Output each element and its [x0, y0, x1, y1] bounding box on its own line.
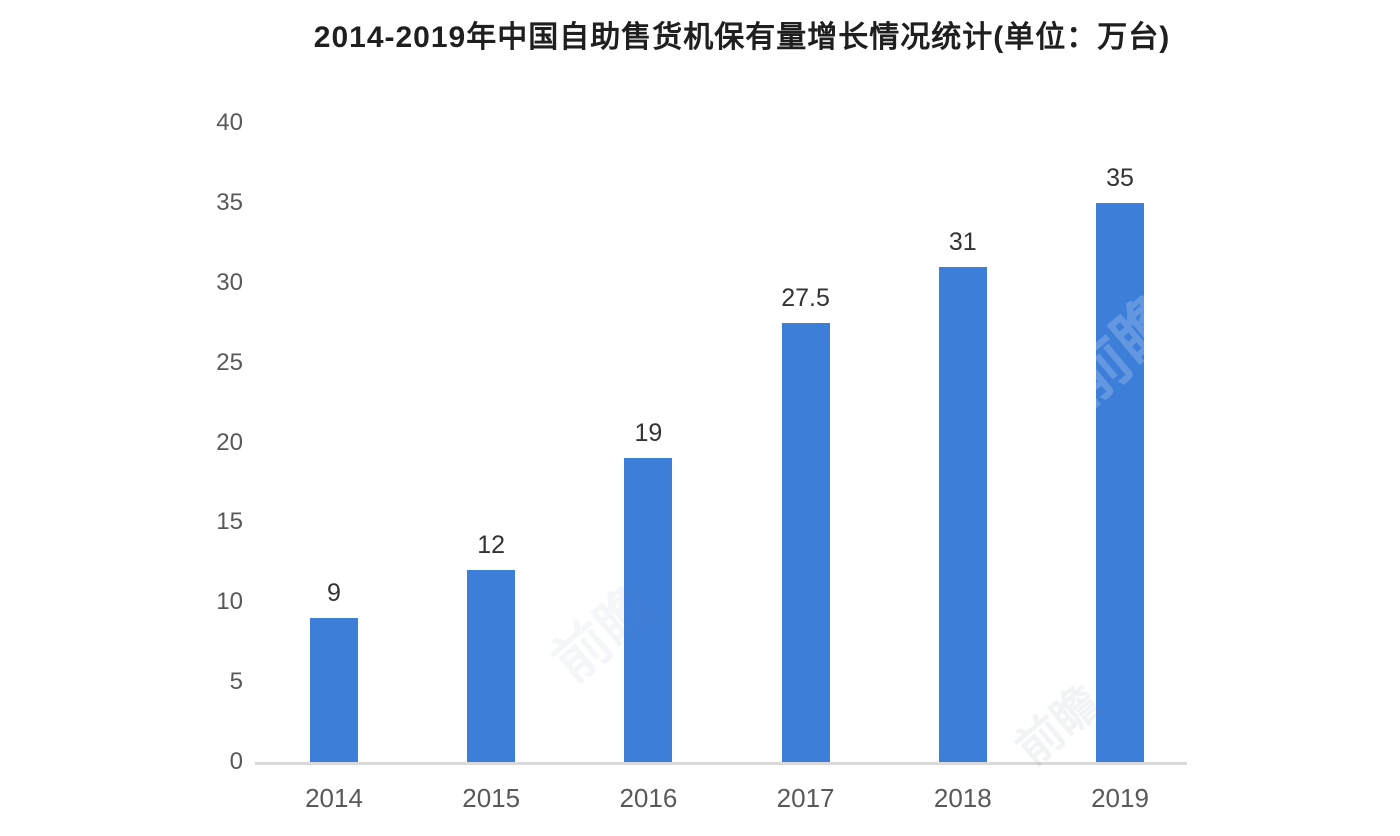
bar-2014	[310, 618, 358, 762]
y-axis-tick-label: 20	[216, 428, 243, 456]
bar-2018	[938, 266, 987, 762]
y-axis-tick-label: 5	[229, 668, 243, 696]
x-axis-tick-label: 2018	[933, 783, 992, 813]
y-axis-tick-label: 40	[216, 109, 243, 136]
bar-value-label: 31	[948, 227, 977, 256]
x-axis-tick-label: 2017	[776, 783, 835, 813]
x-axis-tick-label: 2015	[462, 783, 521, 813]
y-axis-tick-label: 15	[216, 508, 243, 536]
x-axis-tick-label: 2014	[305, 783, 363, 813]
x-axis-tick-label: 2019	[1091, 783, 1149, 813]
y-axis-tick-label: 30	[216, 268, 243, 296]
bar-2016	[624, 458, 673, 762]
y-axis-tick-label: 0	[229, 748, 243, 775]
bar-value-label: 35	[1106, 163, 1134, 192]
y-axis-tick-label: 35	[216, 188, 243, 216]
bar-value-label: 19	[634, 419, 663, 448]
chart-title: 2014-2019年中国自助售货机保有量增长情况统计(单位：万台)	[313, 21, 1171, 54]
bar-2015	[467, 570, 516, 762]
bar-value-label: 9	[327, 579, 341, 608]
bar-2019	[1096, 202, 1144, 762]
y-axis-tick-label: 25	[216, 348, 243, 376]
bar-value-label: 12	[477, 531, 506, 560]
y-axis-tick-label: 10	[216, 588, 243, 616]
bar-value-label: 27.5	[781, 283, 830, 312]
bar-2017	[781, 322, 830, 762]
x-axis-line	[255, 762, 1187, 765]
x-axis-tick-label: 2016	[619, 783, 678, 813]
